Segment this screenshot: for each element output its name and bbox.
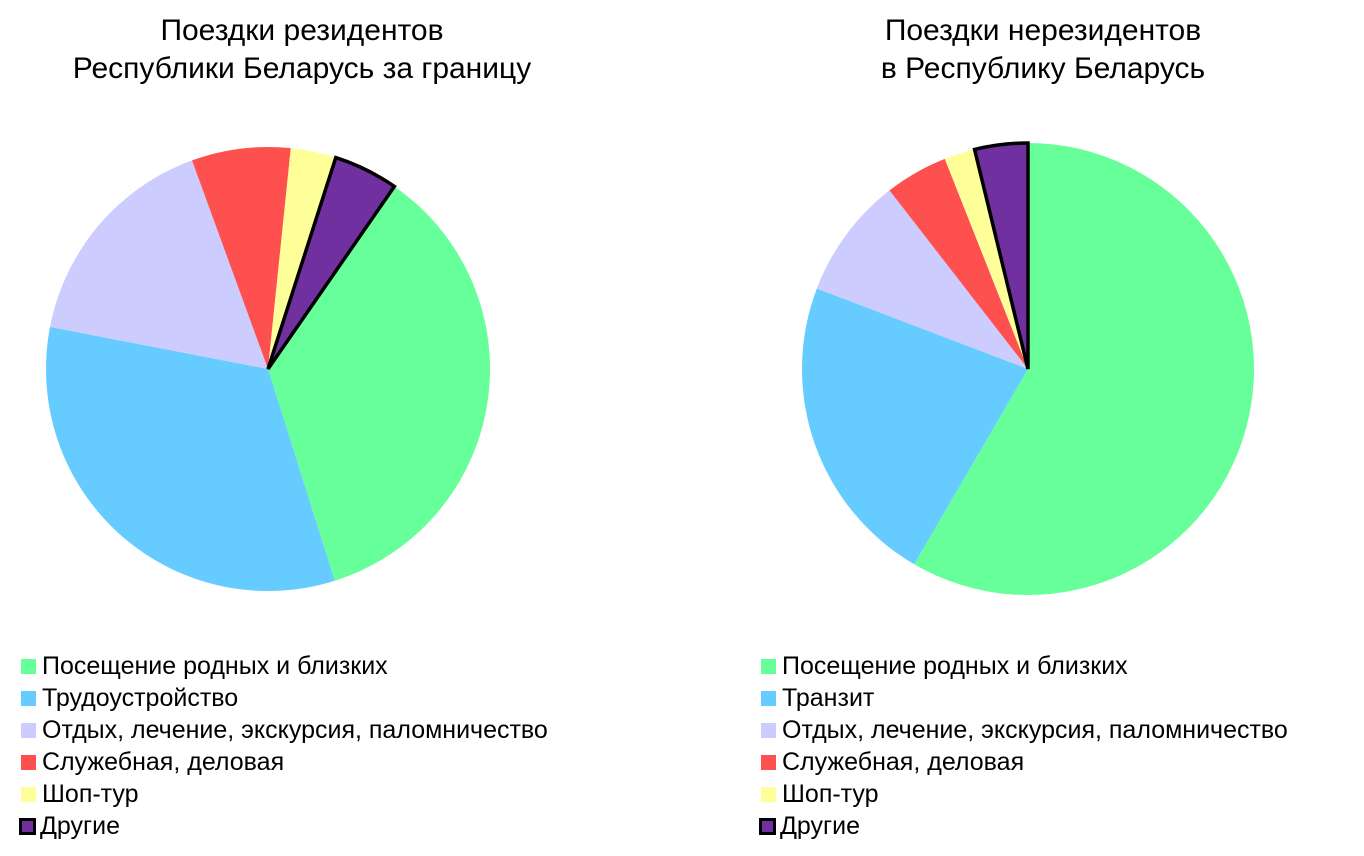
legend-swatch bbox=[21, 754, 36, 770]
right-legend-item-1: Транзит bbox=[761, 682, 1288, 714]
legend-swatch bbox=[761, 786, 776, 802]
left-legend-item-2: Отдых, лечение, экскурсия, паломничество bbox=[21, 714, 548, 746]
legend-swatch bbox=[21, 722, 36, 738]
left-legend: Посещение родных и близких Трудоустройств… bbox=[19, 650, 548, 842]
left-legend-item-3: Служебная, деловая bbox=[21, 746, 548, 778]
right-pie-slice-3 bbox=[889, 158, 1028, 369]
right-pie-chart bbox=[801, 141, 1254, 595]
legend-label: Отдых, лечение, экскурсия, паломничество bbox=[782, 715, 1288, 744]
legend-label: Другие bbox=[780, 811, 861, 840]
left-pie-slice-1 bbox=[45, 326, 335, 592]
right-legend-item-3: Служебная, деловая bbox=[761, 746, 1288, 778]
left-pie-slice-5 bbox=[266, 155, 397, 370]
right-legend-item-0: Посещение родных и близких bbox=[761, 650, 1288, 682]
legend-swatch bbox=[761, 754, 776, 770]
legend-swatch bbox=[761, 722, 776, 738]
right-chart-title: Поездки нерезидентов в Республику Беларус… bbox=[741, 12, 1345, 88]
legend-swatch bbox=[759, 817, 776, 835]
legend-swatch bbox=[19, 817, 36, 835]
left-chart-title-line2: Республики Беларусь за границу bbox=[72, 52, 532, 85]
left-pie-slice-2 bbox=[50, 160, 268, 369]
legend-label: Другие bbox=[40, 811, 121, 840]
right-pie-slice-0 bbox=[914, 143, 1254, 595]
right-legend-item-2: Отдых, лечение, экскурсия, паломничество bbox=[761, 714, 1288, 746]
left-legend-item-0: Посещение родных и близких bbox=[21, 650, 548, 682]
right-chart-title-line2: в Республику Беларусь bbox=[880, 52, 1206, 85]
left-chart-title: Поездки резидентов Республики Беларусь за… bbox=[0, 12, 604, 88]
legend-label: Отдых, лечение, экскурсия, паломничество bbox=[42, 715, 548, 744]
right-pie-slice-2 bbox=[816, 190, 1028, 369]
legend-label: Транзит bbox=[782, 683, 875, 712]
right-legend: Посещение родных и близких Транзит Отдых, … bbox=[759, 650, 1288, 842]
left-legend-item-4: Шоп-тур bbox=[21, 778, 548, 810]
left-legend-item-1: Трудоустройство bbox=[21, 682, 548, 714]
left-chart-panel: Поездки резидентов Республики Беларусь за… bbox=[0, 12, 604, 842]
legend-swatch bbox=[761, 690, 776, 706]
right-legend-item-5: Другие bbox=[759, 810, 1288, 842]
legend-swatch bbox=[761, 658, 776, 674]
legend-swatch bbox=[21, 690, 36, 706]
left-pie-slice-3 bbox=[192, 147, 291, 369]
right-pie-slice-5 bbox=[972, 141, 1030, 370]
left-pie-slice-0 bbox=[268, 186, 491, 581]
right-legend-item-4: Шоп-тур bbox=[761, 778, 1288, 810]
legend-label: Посещение родных и близких bbox=[782, 651, 1128, 680]
left-legend-item-5: Другие bbox=[19, 810, 548, 842]
legend-swatch bbox=[21, 786, 36, 802]
legend-swatch bbox=[21, 658, 36, 674]
legend-label: Трудоустройство bbox=[42, 683, 239, 712]
right-chart-title-line1: Поездки нерезидентов bbox=[884, 14, 1202, 47]
legend-label: Служебная, деловая bbox=[782, 747, 1025, 776]
right-pie-slice-4 bbox=[944, 149, 1028, 369]
legend-label: Шоп-тур bbox=[42, 779, 139, 808]
right-chart-panel: Поездки нерезидентов в Республику Беларус… bbox=[682, 0, 1364, 856]
legend-label: Шоп-тур bbox=[782, 779, 879, 808]
left-pie-chart bbox=[45, 147, 491, 592]
right-pie-slice-1 bbox=[801, 288, 1028, 565]
legend-label: Служебная, деловая bbox=[42, 747, 285, 776]
legend-label: Посещение родных и близких bbox=[42, 651, 388, 680]
left-chart-title-line1: Поездки резидентов bbox=[160, 14, 444, 47]
